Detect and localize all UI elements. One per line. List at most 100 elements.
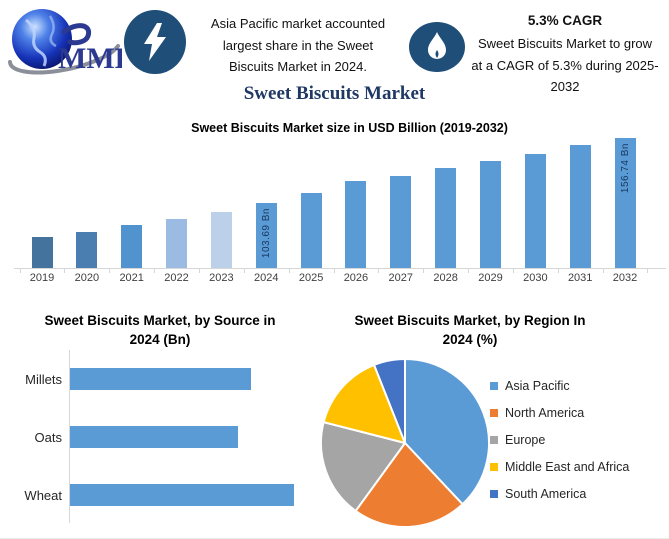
legend-item: North America [490,399,629,426]
title-line: 2024 (Bn) [129,332,191,347]
y-axis-line [69,350,70,523]
axis-tick [154,269,155,273]
region-chart-title: Sweet Biscuits Market, by Region In 2024… [335,311,605,349]
bar-oats [70,426,238,448]
pie-slice-south-america [373,358,406,444]
legend-label: Middle East and Africa [505,459,630,474]
bar-2022 [166,219,188,268]
bar-2029 [480,161,501,268]
axis-tick [109,269,110,273]
page-title: Sweet Biscuits Market [243,83,426,104]
bar-2019 [31,237,53,268]
bar-2031 [569,145,591,268]
y-tick-label: Oats [34,430,62,445]
title-line: Sweet Biscuits Market, by Source in [44,313,276,328]
note-line: at a CAGR of 5.3% during 2025- [471,57,659,73]
pie-slice-middle-east-and-africa [322,363,406,444]
x-tick-label: 2031 [567,272,593,284]
flame-badge [409,22,465,72]
x-tick-label: 2023 [209,272,234,284]
axis-tick [64,269,65,273]
note-line: 2032 [550,79,580,94]
legend-label: Europe [505,432,546,447]
pie-slice-asia-pacific [404,358,490,506]
x-tick-label: 2029 [478,272,503,284]
bar-value-label: 156.74 Bn [619,143,631,194]
x-tick-label: 2021 [119,272,144,284]
legend-swatch-icon [490,489,498,498]
x-tick-label: 2020 [74,272,100,284]
y-tick-label: Millets [25,372,62,387]
pie-slice-europe [320,421,406,512]
axis-tick [603,269,604,273]
pie-slice-north-america [354,442,464,528]
cagr-note: Sweet Biscuits Market to grow at a CAGR … [462,33,668,98]
asia-pacific-note: Asia Pacific market accounted largest sh… [194,13,402,78]
axis-tick [423,269,424,273]
bar-2027 [390,176,412,268]
bar-value-label: 103.69 Bn [260,208,272,259]
axis-tick [244,269,245,273]
axis-tick [334,269,335,273]
legend-item: Europe [490,426,629,453]
x-tick-label: 2032 [612,272,638,284]
note-line: Asia Pacific market accounted [210,16,386,31]
lightning-badge [124,10,186,74]
legend-item: Asia Pacific [490,372,629,399]
axis-tick [647,269,648,273]
legend-item: South America [490,480,629,507]
cagr-heading: 5.3% CAGR [527,13,603,28]
bar-2028 [435,168,457,268]
legend-label: Asia Pacific [505,378,570,393]
x-tick-label: 2027 [388,272,414,284]
pie-legend: Asia Pacific North America Europe Middle Ea… [490,372,629,507]
note-line: Biscuits Market in 2024. [228,59,367,74]
x-tick-label: 2024 [254,272,279,284]
legend-swatch-icon [490,435,498,444]
lightning-icon [144,23,166,61]
legend-swatch-icon [490,462,498,471]
title-line: Sweet Biscuits Market, by Region In [354,313,586,328]
title-line: 2024 (%) [442,332,498,347]
bar-2024: 103.69 Bn [255,203,277,268]
flame-icon [428,32,446,59]
source-chart-title: Sweet Biscuits Market, by Source in 2024… [25,311,295,349]
mmr-logo: MMR [6,6,137,80]
y-tick-label: Wheat [24,488,62,503]
bar-2020 [76,232,98,268]
market-size-chart-title: Sweet Biscuits Market size in USD Billio… [191,121,508,135]
x-tick-label: 2028 [433,272,458,284]
axis-tick [289,269,290,273]
axis-tick [20,269,21,273]
bar-2030 [524,154,546,268]
legend-label: South America [505,486,587,501]
legend-item: Middle East and Africa [490,453,629,480]
legend-label: North America [505,405,585,420]
bar-wheat [70,484,294,506]
bar-2026 [345,181,367,268]
x-tick-label: 2019 [29,272,55,284]
logo-text: MMR [58,42,122,75]
x-tick-label: 2026 [343,272,369,284]
bar-millets [70,368,251,390]
axis-tick [558,269,559,273]
axis-tick [468,269,469,273]
x-tick-label: 2025 [298,272,324,284]
note-line: Sweet Biscuits Market to grow [477,36,653,51]
x-axis-line [14,268,666,269]
x-tick-label: 2022 [164,272,189,284]
globe-icon: MMR [8,9,137,75]
bar-2025 [300,193,322,268]
axis-tick [199,269,200,273]
x-tick-label: 2030 [523,272,548,284]
legend-swatch-icon [490,408,498,417]
bar-2021 [121,225,143,268]
legend-swatch-icon [490,381,498,390]
note-line: largest share in the Sweet [222,37,374,53]
axis-tick [513,269,514,273]
bar-2023 [210,212,232,268]
axis-tick [378,269,379,273]
region-pie-chart [320,358,490,528]
bar-2032: 156.74 Bn [614,138,636,268]
